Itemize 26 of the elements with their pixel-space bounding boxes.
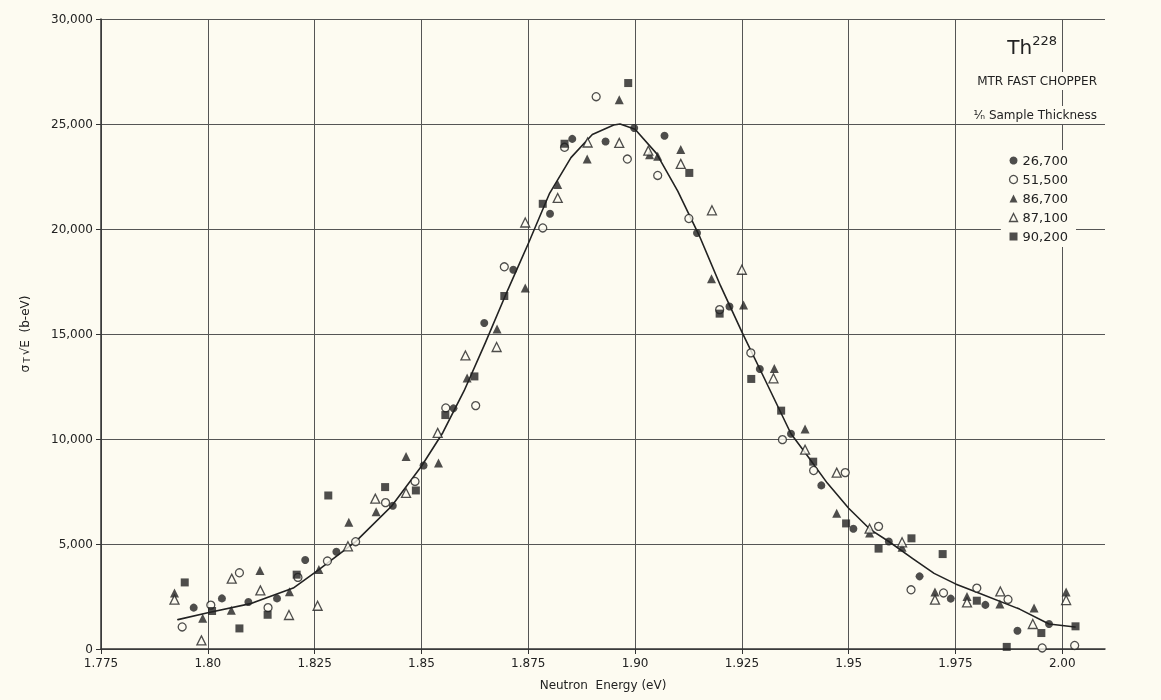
text: MTR FAST CHOPPER (977, 74, 1098, 88)
x-tick-label: 1.825 (297, 656, 332, 670)
x-tick-label: 1.925 (724, 656, 760, 670)
y-tick-label: 25,000 (51, 117, 93, 131)
x-tick-label: 1.875 (511, 656, 546, 670)
x-tick-label: 1.80 (194, 656, 222, 670)
y-tick-label: 30,000 (51, 12, 93, 26)
y-tick-label: 15,000 (51, 327, 93, 341)
y-axis-title: σT√E (b-eV) (17, 295, 32, 373)
legend-label: 51,500 (1022, 172, 1069, 187)
x-tick-label: 1.90 (621, 656, 649, 670)
x-tick-label: 2.00 (1048, 656, 1076, 670)
x-axis-title: Neutron Energy (eV) (539, 678, 667, 692)
legend-label: 26,700 (1022, 153, 1069, 168)
y-tick-label: 10,000 (51, 432, 93, 446)
legend-label: 90,200 (1022, 229, 1069, 244)
x-tick-label: 1.975 (938, 656, 973, 670)
y-tick-label: 5,000 (58, 537, 93, 551)
x-tick-label: 1.85 (408, 656, 435, 670)
y-tick-label: 0 (85, 642, 93, 656)
legend-label: 86,700 (1022, 191, 1069, 206)
x-tick-label: 1.95 (835, 656, 863, 670)
x-tick-label: 1.775 (83, 656, 119, 670)
legend-title: ¹⁄ₙ Sample Thickness (973, 108, 1097, 122)
legend-label: 87,100 (1022, 210, 1069, 225)
y-tick-label: 20,000 (51, 222, 93, 236)
